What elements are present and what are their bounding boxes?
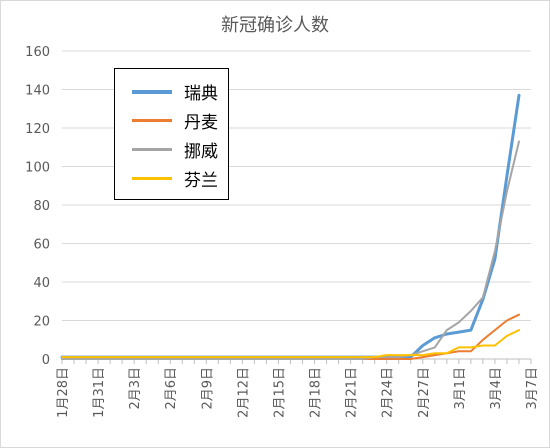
legend-swatch — [132, 119, 172, 122]
legend-label: 瑞典 — [184, 84, 218, 104]
x-tick-label: 3月4日 — [489, 367, 504, 410]
legend-item: 挪威 — [115, 135, 228, 164]
y-tick-label: 40 — [33, 276, 50, 291]
y-tick-label: 140 — [25, 84, 50, 99]
y-tick-label: 100 — [25, 161, 50, 176]
x-tick-label: 2月24日 — [381, 367, 396, 418]
y-tick-label: 160 — [25, 45, 50, 60]
y-tick-label: 120 — [25, 122, 50, 137]
legend-swatch — [132, 148, 172, 151]
legend-item: 丹麦 — [115, 106, 228, 135]
legend-item: 芬兰 — [115, 164, 228, 193]
legend-label: 丹麦 — [184, 113, 218, 133]
x-tick-label: 3月1日 — [453, 367, 468, 410]
legend-label: 芬兰 — [184, 171, 218, 191]
legend: 瑞典 丹麦 挪威 芬兰 — [114, 68, 229, 200]
chart-title: 新冠确诊人数 — [221, 15, 329, 36]
legend-label: 挪威 — [184, 142, 218, 162]
x-tick-label: 3月7日 — [525, 367, 540, 410]
y-tick-label: 0 — [42, 353, 50, 368]
x-tick-label: 2月9日 — [200, 367, 215, 410]
x-tick-label: 1月31日 — [92, 367, 107, 418]
series-line-芬兰 — [61, 329, 520, 359]
series-line-挪威 — [61, 140, 520, 360]
y-tick-label: 20 — [33, 315, 50, 330]
y-tick-label: 60 — [33, 238, 50, 253]
y-tick-label: 80 — [33, 199, 50, 214]
x-tick-label: 2月15日 — [272, 367, 287, 418]
legend-swatch — [132, 177, 172, 180]
x-tick-label: 2月18日 — [309, 367, 324, 418]
x-tick-label: 2月6日 — [164, 367, 179, 410]
x-tick-label: 2月3日 — [128, 367, 143, 410]
x-tick-label: 2月21日 — [345, 367, 360, 418]
x-tick-label: 2月12日 — [236, 367, 251, 418]
x-tick-label: 2月27日 — [417, 367, 432, 418]
x-tick-label: 1月28日 — [56, 367, 71, 418]
legend-swatch — [132, 89, 172, 94]
legend-item: 瑞典 — [115, 77, 228, 106]
